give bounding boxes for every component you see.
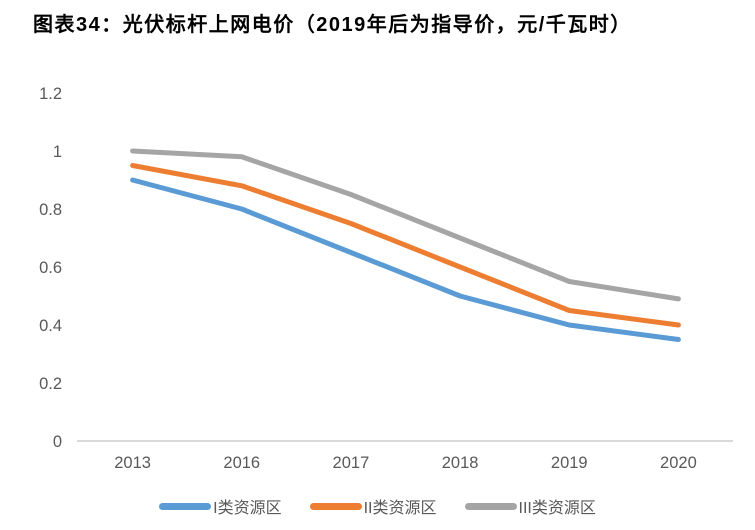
- legend-label: II类资源区: [363, 500, 437, 517]
- y-axis-tick-label: 1.2: [39, 85, 62, 103]
- y-axis-tick-label: 0: [53, 433, 62, 451]
- series-line-3: [130, 148, 681, 302]
- x-axis-tick-label: 2020: [660, 454, 697, 472]
- y-axis-tick-label: 0.8: [39, 201, 62, 219]
- x-axis-tick-label: 2019: [551, 454, 588, 472]
- x-axis-tick-label: 2018: [442, 454, 479, 472]
- x-axis-tick-label: 2013: [114, 454, 151, 472]
- y-axis-tick-label: 0.6: [39, 259, 62, 277]
- x-axis-tick-label: 2016: [223, 454, 260, 472]
- y-axis-tick-label: 1: [53, 143, 62, 161]
- chart-legend: I类资源区 II类资源区 III类资源区: [0, 494, 755, 518]
- legend-line-swatch: [464, 502, 517, 510]
- series-line-2: [130, 163, 681, 328]
- legend-item: II类资源区: [309, 494, 437, 518]
- legend-line-swatch: [309, 502, 362, 510]
- legend-item: I类资源区: [159, 494, 282, 518]
- line-chart-plot-area: 0 0.2 0.4 0.6 0.8 1 1.2 2013 2016 2017 2018 2019 202…: [39, 85, 733, 472]
- legend-label: III类资源区: [518, 500, 596, 517]
- series-line-1: [130, 177, 681, 342]
- legend-label: I类资源区: [213, 500, 282, 517]
- y-axis-tick-label: 0.2: [39, 375, 62, 393]
- legend-item: III类资源区: [464, 494, 596, 518]
- y-axis-tick-label: 0.4: [39, 317, 62, 335]
- x-axis-tick-label: 2017: [333, 454, 370, 472]
- legend-line-swatch: [159, 502, 212, 510]
- chart-title: 图表34：光伏标杆上网电价（2019年后为指导价，元/千瓦时）: [33, 14, 632, 36]
